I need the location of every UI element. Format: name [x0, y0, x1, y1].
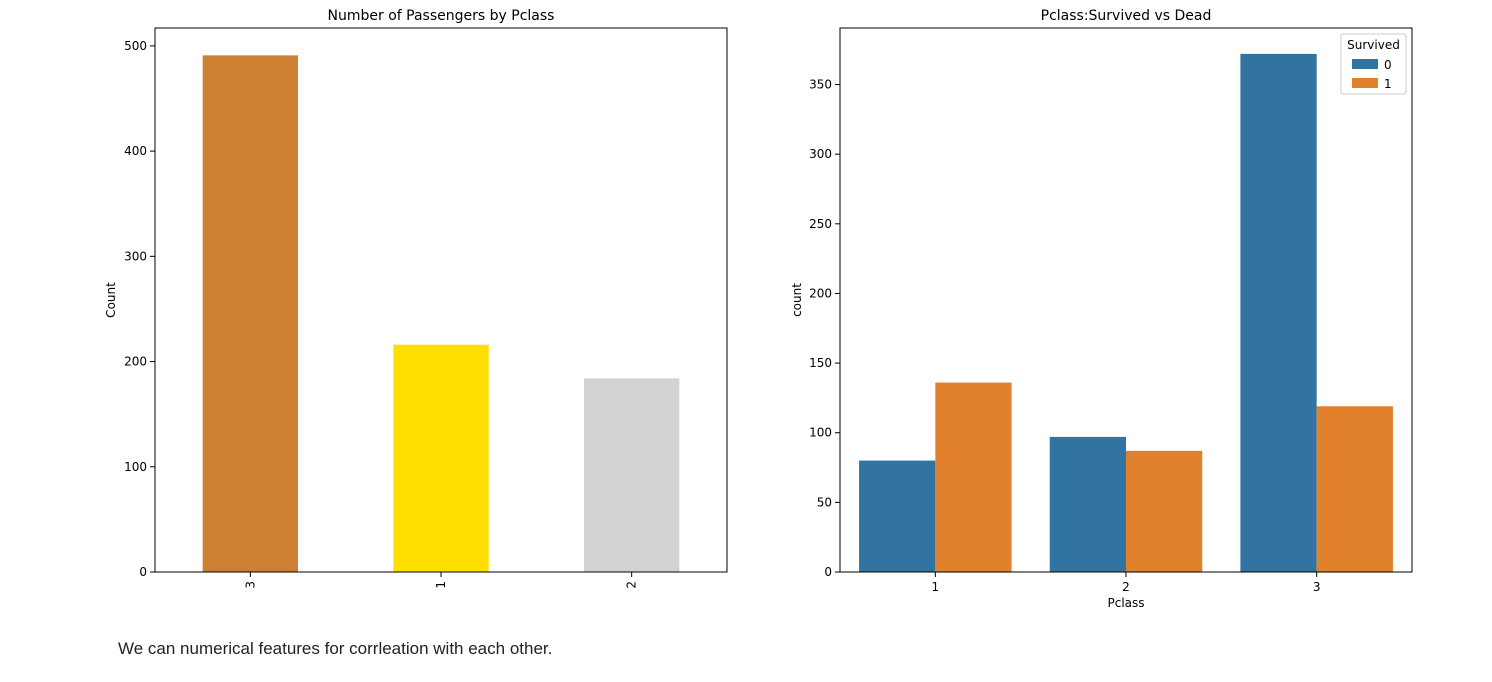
y-tick-label: 200 — [809, 286, 832, 300]
legend-title: Survived — [1347, 38, 1400, 52]
y-tick-label: 350 — [809, 78, 832, 92]
bar-pclass-3-survived-0 — [1240, 53, 1317, 572]
y-tick-label: 50 — [817, 495, 832, 509]
y-tick-label: 0 — [139, 565, 147, 579]
x-tick-label: 1 — [932, 580, 940, 594]
x-tick-label: 1 — [434, 581, 448, 589]
x-tick-label: 3 — [243, 581, 257, 589]
y-tick-label: 250 — [809, 217, 832, 231]
caption-text: We can numerical features for corrleatio… — [118, 639, 553, 658]
x-tick-label: 3 — [1313, 580, 1321, 594]
bar-pclass-1-survived-1 — [935, 382, 1012, 572]
y-tick-label: 300 — [124, 249, 147, 263]
legend-swatch-1 — [1352, 78, 1378, 88]
chart-title: Number of Passengers by Pclass — [328, 8, 555, 24]
y-tick-label: 300 — [809, 147, 832, 161]
bar-pclass-1-survived-0 — [859, 460, 936, 572]
x-axis-label: Pclass — [1107, 596, 1144, 610]
x-tick-label: 2 — [625, 581, 639, 589]
bar-pclass-3-survived-1 — [1316, 406, 1393, 572]
x-tick-label: 2 — [1122, 580, 1130, 594]
chart-pclass-survived-vs-dead: 0 50 100 150 200 250 300 350 1 2 3 Pclass:Survive… — [790, 8, 1413, 610]
y-tick-label: 150 — [809, 356, 832, 370]
y-tick-label: 100 — [124, 460, 147, 474]
y-tick-label: 400 — [124, 144, 147, 158]
legend: Survived 0 1 — [1340, 33, 1407, 95]
bar-pclass-2-survived-0 — [1049, 436, 1126, 572]
y-tick-label: 200 — [124, 355, 147, 369]
y-tick-label: 100 — [809, 426, 832, 440]
bar-pclass-2 — [584, 378, 680, 572]
legend-swatch-0 — [1352, 59, 1378, 69]
bar-pclass-2-survived-1 — [1126, 450, 1203, 572]
y-tick-label: 500 — [124, 39, 147, 53]
chart-passengers-by-pclass: 0 100 200 300 400 500 3 1 2 Number of Passenger… — [104, 8, 728, 589]
y-axis-label: count — [790, 283, 804, 317]
bar-pclass-1 — [393, 344, 489, 572]
y-tick-label: 0 — [824, 565, 832, 579]
chart-title: Pclass:Survived vs Dead — [1041, 8, 1212, 24]
y-axis-label: Count — [104, 282, 118, 318]
legend-label-1: 1 — [1384, 77, 1392, 91]
bar-pclass-3 — [202, 55, 298, 572]
legend-label-0: 0 — [1384, 58, 1392, 72]
